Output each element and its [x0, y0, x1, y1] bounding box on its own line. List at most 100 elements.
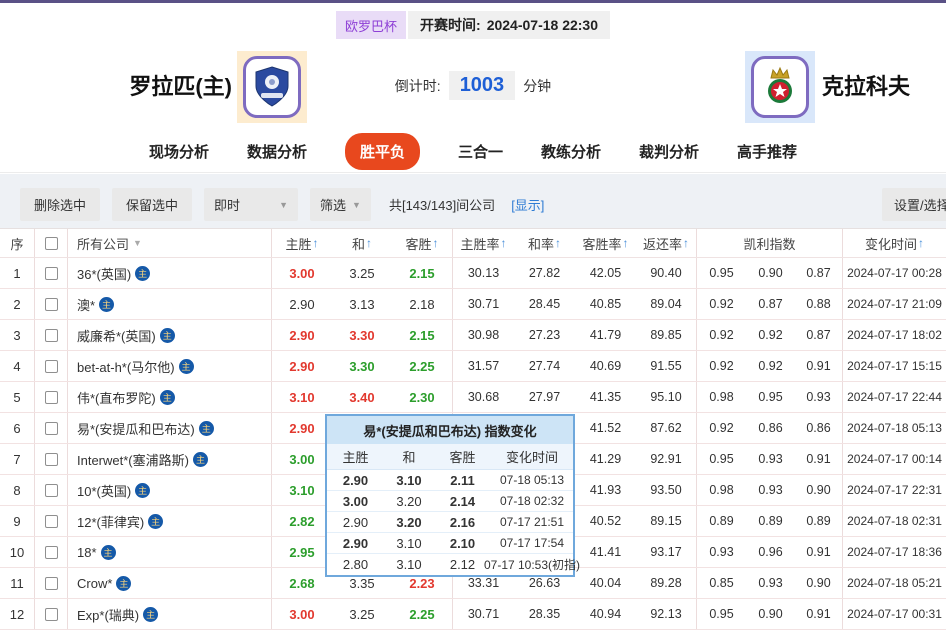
home-odds-cell[interactable]: 3.00	[289, 606, 315, 622]
row-checkbox[interactable]	[44, 545, 58, 559]
row-seq: 9	[0, 506, 35, 536]
home-odds-cell[interactable]: 3.00	[289, 451, 315, 467]
change-time-cell: 2024-07-17 22:31	[847, 483, 942, 497]
away-odds-cell[interactable]: 2.15	[392, 320, 453, 350]
row-checkbox[interactable]	[44, 514, 58, 528]
draw-odds-cell[interactable]: 3.25	[349, 606, 375, 622]
tab-裁判分析[interactable]: 裁判分析	[639, 143, 700, 161]
show-companies-link[interactable]: [显示]	[511, 198, 545, 213]
table-row: 4 bet-at-h*(马尔他) 主 2.90 3.30 2.25 31.57 27.74 40…	[0, 351, 946, 382]
away-rate-cell: 40.52	[589, 514, 622, 528]
home-indicator-icon: 主	[159, 389, 175, 405]
row-checkbox[interactable]	[44, 390, 58, 404]
instant-odds-dropdown[interactable]: 即时 ▼	[204, 188, 299, 221]
kelly-index-cell: 0.95	[758, 390, 783, 404]
draw-odds-cell[interactable]: 3.25	[349, 265, 375, 281]
row-checkbox[interactable]	[44, 607, 58, 621]
row-checkbox[interactable]	[44, 297, 58, 311]
home-odds-cell[interactable]: 2.82	[289, 513, 315, 529]
away-rate-cell: 41.41	[589, 545, 622, 559]
home-odds-cell[interactable]: 2.95	[289, 544, 315, 560]
header-home-odds[interactable]: 主胜 ↑	[272, 229, 332, 257]
company-name-cell[interactable]: 10*(英国) 主	[68, 475, 272, 505]
header-away-rate[interactable]: 客胜率 ↑	[575, 229, 636, 257]
kelly-index-cell: 0.92	[758, 328, 783, 342]
row-checkbox[interactable]	[44, 483, 58, 497]
return-rate-cell: 90.40	[636, 258, 697, 288]
kelly-index-cell: 0.88	[795, 289, 843, 319]
top-accent-bar	[0, 0, 946, 3]
draw-odds-cell[interactable]: 3.35	[349, 575, 375, 591]
company-name-cell[interactable]: 易*(安提瓜和巴布达) 主	[68, 413, 272, 443]
draw-odds-cell[interactable]: 3.30	[349, 358, 375, 374]
home-odds-cell[interactable]: 2.68	[289, 575, 315, 591]
away-odds-cell[interactable]: 2.23	[392, 568, 453, 598]
header-change-time[interactable]: 变化时间 ↑	[843, 229, 946, 257]
header-draw-odds[interactable]: 和 ↑	[332, 229, 392, 257]
filter-dropdown[interactable]: 筛选 ▼	[310, 188, 371, 221]
home-odds-cell[interactable]: 2.90	[289, 358, 315, 374]
away-odds-cell[interactable]: 2.25	[392, 599, 453, 629]
header-draw-rate[interactable]: 和率 ↑	[514, 229, 575, 257]
home-rate-cell: 33.31	[467, 576, 500, 590]
company-name: 18*	[77, 544, 97, 560]
kickoff-time: 2024-07-18 22:30	[486, 17, 598, 33]
away-odds-cell[interactable]: 2.30	[392, 382, 453, 412]
header-company[interactable]: 所有公司 ▼	[68, 229, 272, 257]
draw-odds-cell[interactable]: 3.30	[349, 327, 375, 343]
home-odds-cell[interactable]: 2.90	[289, 296, 315, 312]
select-all-checkbox[interactable]	[44, 236, 58, 250]
draw-odds-cell[interactable]: 3.40	[349, 389, 375, 405]
home-odds-cell[interactable]: 2.90	[289, 420, 315, 436]
row-seq: 3	[0, 320, 35, 350]
header-return-rate[interactable]: 返还率 ↑	[636, 229, 697, 257]
row-checkbox[interactable]	[44, 452, 58, 466]
company-name-cell[interactable]: 伟*(直布罗陀) 主	[68, 382, 272, 412]
row-checkbox[interactable]	[44, 421, 58, 435]
header-home-rate[interactable]: 主胜率 ↑	[453, 229, 514, 257]
row-checkbox[interactable]	[44, 359, 58, 373]
return-rate-cell: 89.15	[636, 506, 697, 536]
tab-三合一[interactable]: 三合一	[457, 143, 503, 161]
row-checkbox-cell	[35, 258, 68, 288]
row-checkbox[interactable]	[44, 576, 58, 590]
keep-selected-button[interactable]: 保留选中	[112, 188, 193, 221]
home-team-name: 罗拉匹(主)	[129, 74, 232, 99]
company-name-cell[interactable]: 澳* 主	[68, 289, 272, 319]
tab-数据分析[interactable]: 数据分析	[246, 143, 307, 161]
settings-select-button[interactable]: 设置/选择	[882, 188, 946, 221]
company-name-cell[interactable]: 36*(英国) 主	[68, 258, 272, 288]
company-name-cell[interactable]: bet-at-h*(马尔他) 主	[68, 351, 272, 381]
row-seq: 10	[0, 537, 35, 567]
company-name-cell[interactable]: Interwet*(塞浦路斯) 主	[68, 444, 272, 474]
company-name-cell[interactable]: 威廉希*(英国) 主	[68, 320, 272, 350]
home-odds-cell[interactable]: 2.90	[289, 327, 315, 343]
home-rate-cell: 31.57	[467, 359, 500, 373]
delete-selected-button[interactable]: 删除选中	[20, 188, 101, 221]
tab-教练分析[interactable]: 教练分析	[541, 143, 602, 161]
tab-现场分析[interactable]: 现场分析	[148, 143, 209, 161]
kelly-index-cell: 0.89	[795, 506, 843, 536]
row-checkbox[interactable]	[44, 266, 58, 280]
header-away-odds[interactable]: 客胜 ↑	[392, 229, 453, 257]
draw-odds-cell[interactable]: 3.13	[349, 296, 375, 312]
away-team-badge-frame	[751, 56, 809, 118]
away-odds-cell[interactable]: 2.18	[392, 289, 453, 319]
row-seq: 8	[0, 475, 35, 505]
change-time-cell: 2024-07-17 15:15	[847, 359, 942, 373]
home-odds-cell[interactable]: 3.00	[289, 265, 315, 281]
row-checkbox[interactable]	[44, 328, 58, 342]
home-odds-cell[interactable]: 3.10	[289, 389, 315, 405]
tab-高手推荐[interactable]: 高手推荐	[737, 143, 798, 161]
company-name-cell[interactable]: 12*(菲律宾) 主	[68, 506, 272, 536]
company-name-cell[interactable]: Crow* 主	[68, 568, 272, 598]
company-name-cell[interactable]: 18* 主	[68, 537, 272, 567]
home-indicator-icon: 主	[148, 513, 164, 529]
return-rate-cell: 89.85	[636, 320, 697, 350]
home-odds-cell[interactable]: 3.10	[289, 482, 315, 498]
away-odds-cell[interactable]: 2.25	[392, 351, 453, 381]
tab-胜平负[interactable]: 胜平负	[344, 132, 420, 170]
away-odds-cell[interactable]: 2.15	[392, 258, 453, 288]
company-name-cell[interactable]: Exp*(瑞典) 主	[68, 599, 272, 629]
league-badge: 欧罗巴杯	[336, 11, 407, 39]
